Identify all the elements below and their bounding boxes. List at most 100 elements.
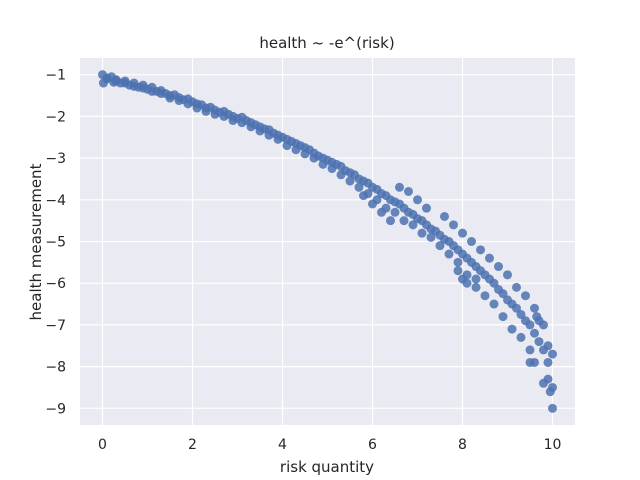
scatter-point [417,228,427,238]
scatter-point [111,76,121,86]
y-tick-label: −5 [45,235,66,251]
scatter-point [476,245,485,255]
scatter-point [291,145,301,155]
scatter-point [183,99,193,109]
scatter-point [548,403,557,413]
scatter-point [467,237,476,246]
scatter-point [147,86,157,96]
scatter-point [201,106,211,116]
scatter-point [345,176,355,186]
scatter-point [516,332,526,342]
scatter-point [413,195,422,205]
scatter-point [530,303,539,313]
scatter-point [246,122,256,132]
chart-title: health ~ -e^(risk) [259,34,394,52]
scatter-point [395,182,404,192]
scatter-point [521,291,530,301]
scatter-point [489,299,499,309]
scatter-point [354,182,364,192]
y-tick-label: −2 [45,109,66,125]
grid [80,58,575,425]
scatter-point [530,328,539,338]
x-tick-label: 4 [278,437,287,453]
scatter-point [318,159,328,169]
scatter-point [471,274,481,284]
scatter-point [525,320,535,330]
scatter-point [368,199,377,209]
scatter-point [444,249,454,259]
scatter-point [174,96,184,106]
y-tick-label: −7 [45,318,66,334]
scatter-point [498,312,508,322]
scatter-point [399,216,409,226]
scatter-point [327,164,337,174]
scatter-point [512,303,521,313]
x-tick-label: 2 [188,437,197,453]
scatter-point [471,282,481,292]
data-points [98,70,557,413]
scatter-point [156,88,166,98]
scatter-point [534,337,544,347]
scatter-point [548,382,557,392]
scatter-point [543,357,553,367]
scatter-point [336,170,346,180]
scatter-point [422,203,431,213]
scatter-point [525,345,535,355]
scatter-point [386,216,395,226]
y-tick-label: −1 [45,68,66,84]
scatter-point [426,232,436,242]
scatter-point [512,282,521,292]
scatter-point [507,324,517,334]
scatter-point [453,257,463,267]
y-tick-label: −4 [45,193,66,209]
scatter-point [404,186,413,196]
y-tick-label: −9 [45,401,66,417]
scatter-point [498,289,508,299]
scatter-point [435,241,445,251]
scatter-point [359,191,368,201]
scatter-point [485,253,494,263]
scatter-point [165,93,175,103]
scatter-point [138,83,148,93]
scatter-point [228,116,238,126]
scatter-point [282,141,292,151]
scatter-point [309,153,319,163]
y-tick-label: −3 [45,151,66,167]
x-tick-label: 6 [368,437,377,453]
scatter-point [390,207,400,217]
scatter-point [273,134,283,144]
y-tick-labels: −1 −2 −3 −4 −5 −6 −7 −8 −9 [45,68,66,418]
scatter-point [494,262,503,272]
y-tick-label: −6 [45,276,66,292]
scatter-point [516,309,526,319]
scatter-point [525,357,535,367]
scatter-point [543,374,553,384]
x-tick-label: 10 [544,437,562,453]
scatter-point [543,341,553,351]
scatter-point [548,349,557,359]
scatter-point [449,220,458,230]
scatter-point [377,207,386,217]
scatter-point [489,278,499,288]
scatter-point [440,211,449,221]
scatter-point [408,220,418,230]
scatter-point [210,109,220,119]
scatter-point [458,228,467,238]
x-tick-label: 0 [98,437,107,453]
x-tick-label: 8 [458,437,467,453]
scatter-point [532,312,542,322]
scatter-point [120,78,130,88]
scatter-point [462,278,472,288]
scatter-point [219,111,229,121]
y-tick-label: −8 [45,360,66,376]
scatter-point [129,81,139,91]
scatter-point [102,73,112,83]
x-tick-labels: 0 2 4 6 8 10 [98,437,561,453]
scatter-point [300,149,310,159]
scatter-point [264,130,274,140]
y-axis-label: health measurement [27,163,45,320]
x-axis-label: risk quantity [280,458,374,476]
scatter-point [503,270,512,280]
scatter-point [255,126,265,136]
